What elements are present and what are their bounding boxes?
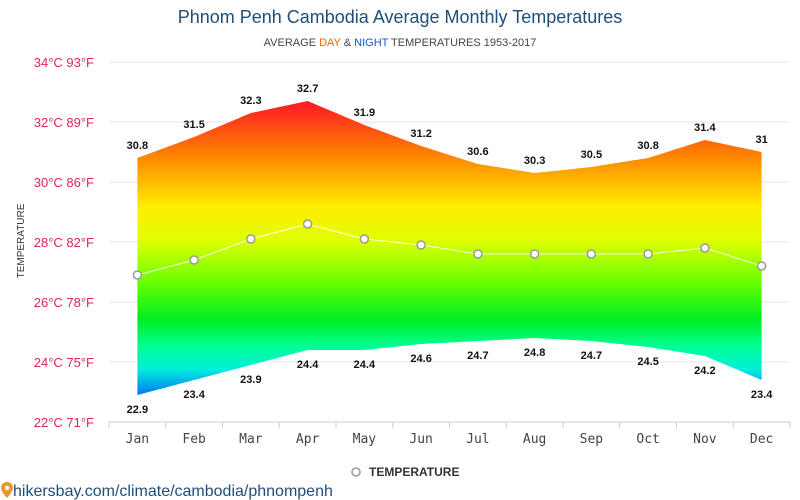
y-axis-title: TEMPERATURE <box>16 203 27 278</box>
average-temperature-point[interactable] <box>586 249 597 259</box>
x-tick-label: Dec <box>750 432 773 447</box>
average-temperature-point[interactable] <box>246 234 256 244</box>
day-value-label: 32.7 <box>297 83 318 95</box>
y-tick-label: 30°C 86°F <box>34 175 94 190</box>
x-tick-label: Jul <box>466 432 489 447</box>
average-temperature-point[interactable] <box>189 255 199 265</box>
day-value-label: 30.8 <box>637 140 658 152</box>
night-value-label: 22.9 <box>127 404 148 416</box>
legend[interactable]: TEMPERATURE <box>351 465 459 479</box>
x-tick-label: Mar <box>239 432 263 447</box>
day-value-label: 32.3 <box>240 95 261 107</box>
subtitle-prefix: AVERAGE <box>264 37 319 49</box>
night-value-label: 24.6 <box>410 353 431 365</box>
night-value-label: 24.8 <box>524 347 545 359</box>
map-pin-dot <box>4 485 10 491</box>
day-value-label: 30.5 <box>581 149 602 161</box>
average-temperature-point[interactable] <box>359 234 370 244</box>
y-tick-label: 28°C 82°F <box>34 235 94 250</box>
day-value-label: 30.3 <box>524 155 545 167</box>
average-temperature-line <box>137 223 762 276</box>
day-value-label: 30.6 <box>467 146 488 158</box>
night-value-label: 24.4 <box>354 359 376 371</box>
night-value-label: 24.5 <box>637 356 658 368</box>
x-tick-label: Oct <box>636 432 659 447</box>
x-tick-label: Sep <box>580 432 604 447</box>
average-temperature-point[interactable] <box>756 261 767 271</box>
day-night-range-area <box>137 101 762 395</box>
source-link[interactable]: hikersbay.com/climate/cambodia/phnompenh <box>1 482 333 500</box>
night-value-label: 23.4 <box>751 389 773 401</box>
average-temperature-point[interactable] <box>473 249 483 259</box>
y-tick-label: 32°C 89°F <box>34 115 94 130</box>
day-value-labels: 30.8 31.5 32.3 32.7 31.9 31.2 30.6 30.3 30.5 30.8… <box>127 83 768 167</box>
y-tick-label: 24°C 75°F <box>34 355 94 370</box>
y-tick-label: 26°C 78°F <box>34 295 94 310</box>
x-tick-label: Jun <box>409 432 432 447</box>
night-value-label: 23.4 <box>183 389 205 401</box>
x-axis: Jan Feb Mar Apr May Jun Jul Aug Sep Oct Nov Dec <box>108 422 791 447</box>
night-value-label: 24.2 <box>694 365 715 377</box>
x-tick-label: Aug <box>523 432 546 447</box>
average-temperature-point[interactable] <box>643 249 653 259</box>
average-temperature-point[interactable] <box>302 219 313 229</box>
subtitle-night: NIGHT <box>354 37 389 49</box>
average-temperature-point[interactable] <box>700 243 710 253</box>
chart-title: Phnom Penh Cambodia Average Monthly Temp… <box>178 7 623 27</box>
day-value-label: 31 <box>756 134 768 146</box>
x-tick-label: Nov <box>693 432 717 447</box>
night-value-label: 23.9 <box>240 374 261 386</box>
chart-subtitle: AVERAGE DAY & NIGHT TEMPERATURES 1953-20… <box>264 37 537 49</box>
legend-label: TEMPERATURE <box>369 465 459 479</box>
average-temperature-point[interactable] <box>529 249 540 259</box>
average-temperature-point[interactable] <box>132 270 143 280</box>
day-value-label: 31.9 <box>354 107 375 119</box>
subtitle-day: DAY <box>319 37 341 49</box>
night-value-label: 24.4 <box>297 359 319 371</box>
average-temperature-point[interactable] <box>416 240 426 250</box>
x-tick-label: May <box>353 432 377 447</box>
day-value-label: 30.8 <box>127 140 148 152</box>
night-value-labels: 22.9 23.4 23.9 24.4 24.4 24.6 24.7 24.8 24.7 24.5… <box>127 347 774 416</box>
y-axis: 22°C 71°F 24°C 75°F 26°C 78°F 28°C 82°F 30°C… <box>34 55 94 430</box>
average-temperature-points <box>132 219 767 280</box>
source-text[interactable]: hikersbay.com/climate/cambodia/phnompenh <box>13 483 333 500</box>
x-tick-label: Feb <box>182 432 206 447</box>
x-tick-label: Jan <box>126 432 149 447</box>
legend-marker <box>351 467 361 477</box>
night-value-label: 24.7 <box>467 350 488 362</box>
y-tick-label: 22°C 71°F <box>34 415 94 430</box>
day-value-label: 31.2 <box>410 128 431 140</box>
x-tick-label: Apr <box>296 432 320 447</box>
night-value-label: 24.7 <box>581 350 602 362</box>
day-value-label: 31.5 <box>183 119 204 131</box>
subtitle-suffix: TEMPERATURES 1953-2017 <box>388 37 536 49</box>
subtitle-amp: & <box>341 37 354 49</box>
day-value-label: 31.4 <box>694 122 716 134</box>
y-tick-label: 34°C 93°F <box>34 55 94 70</box>
